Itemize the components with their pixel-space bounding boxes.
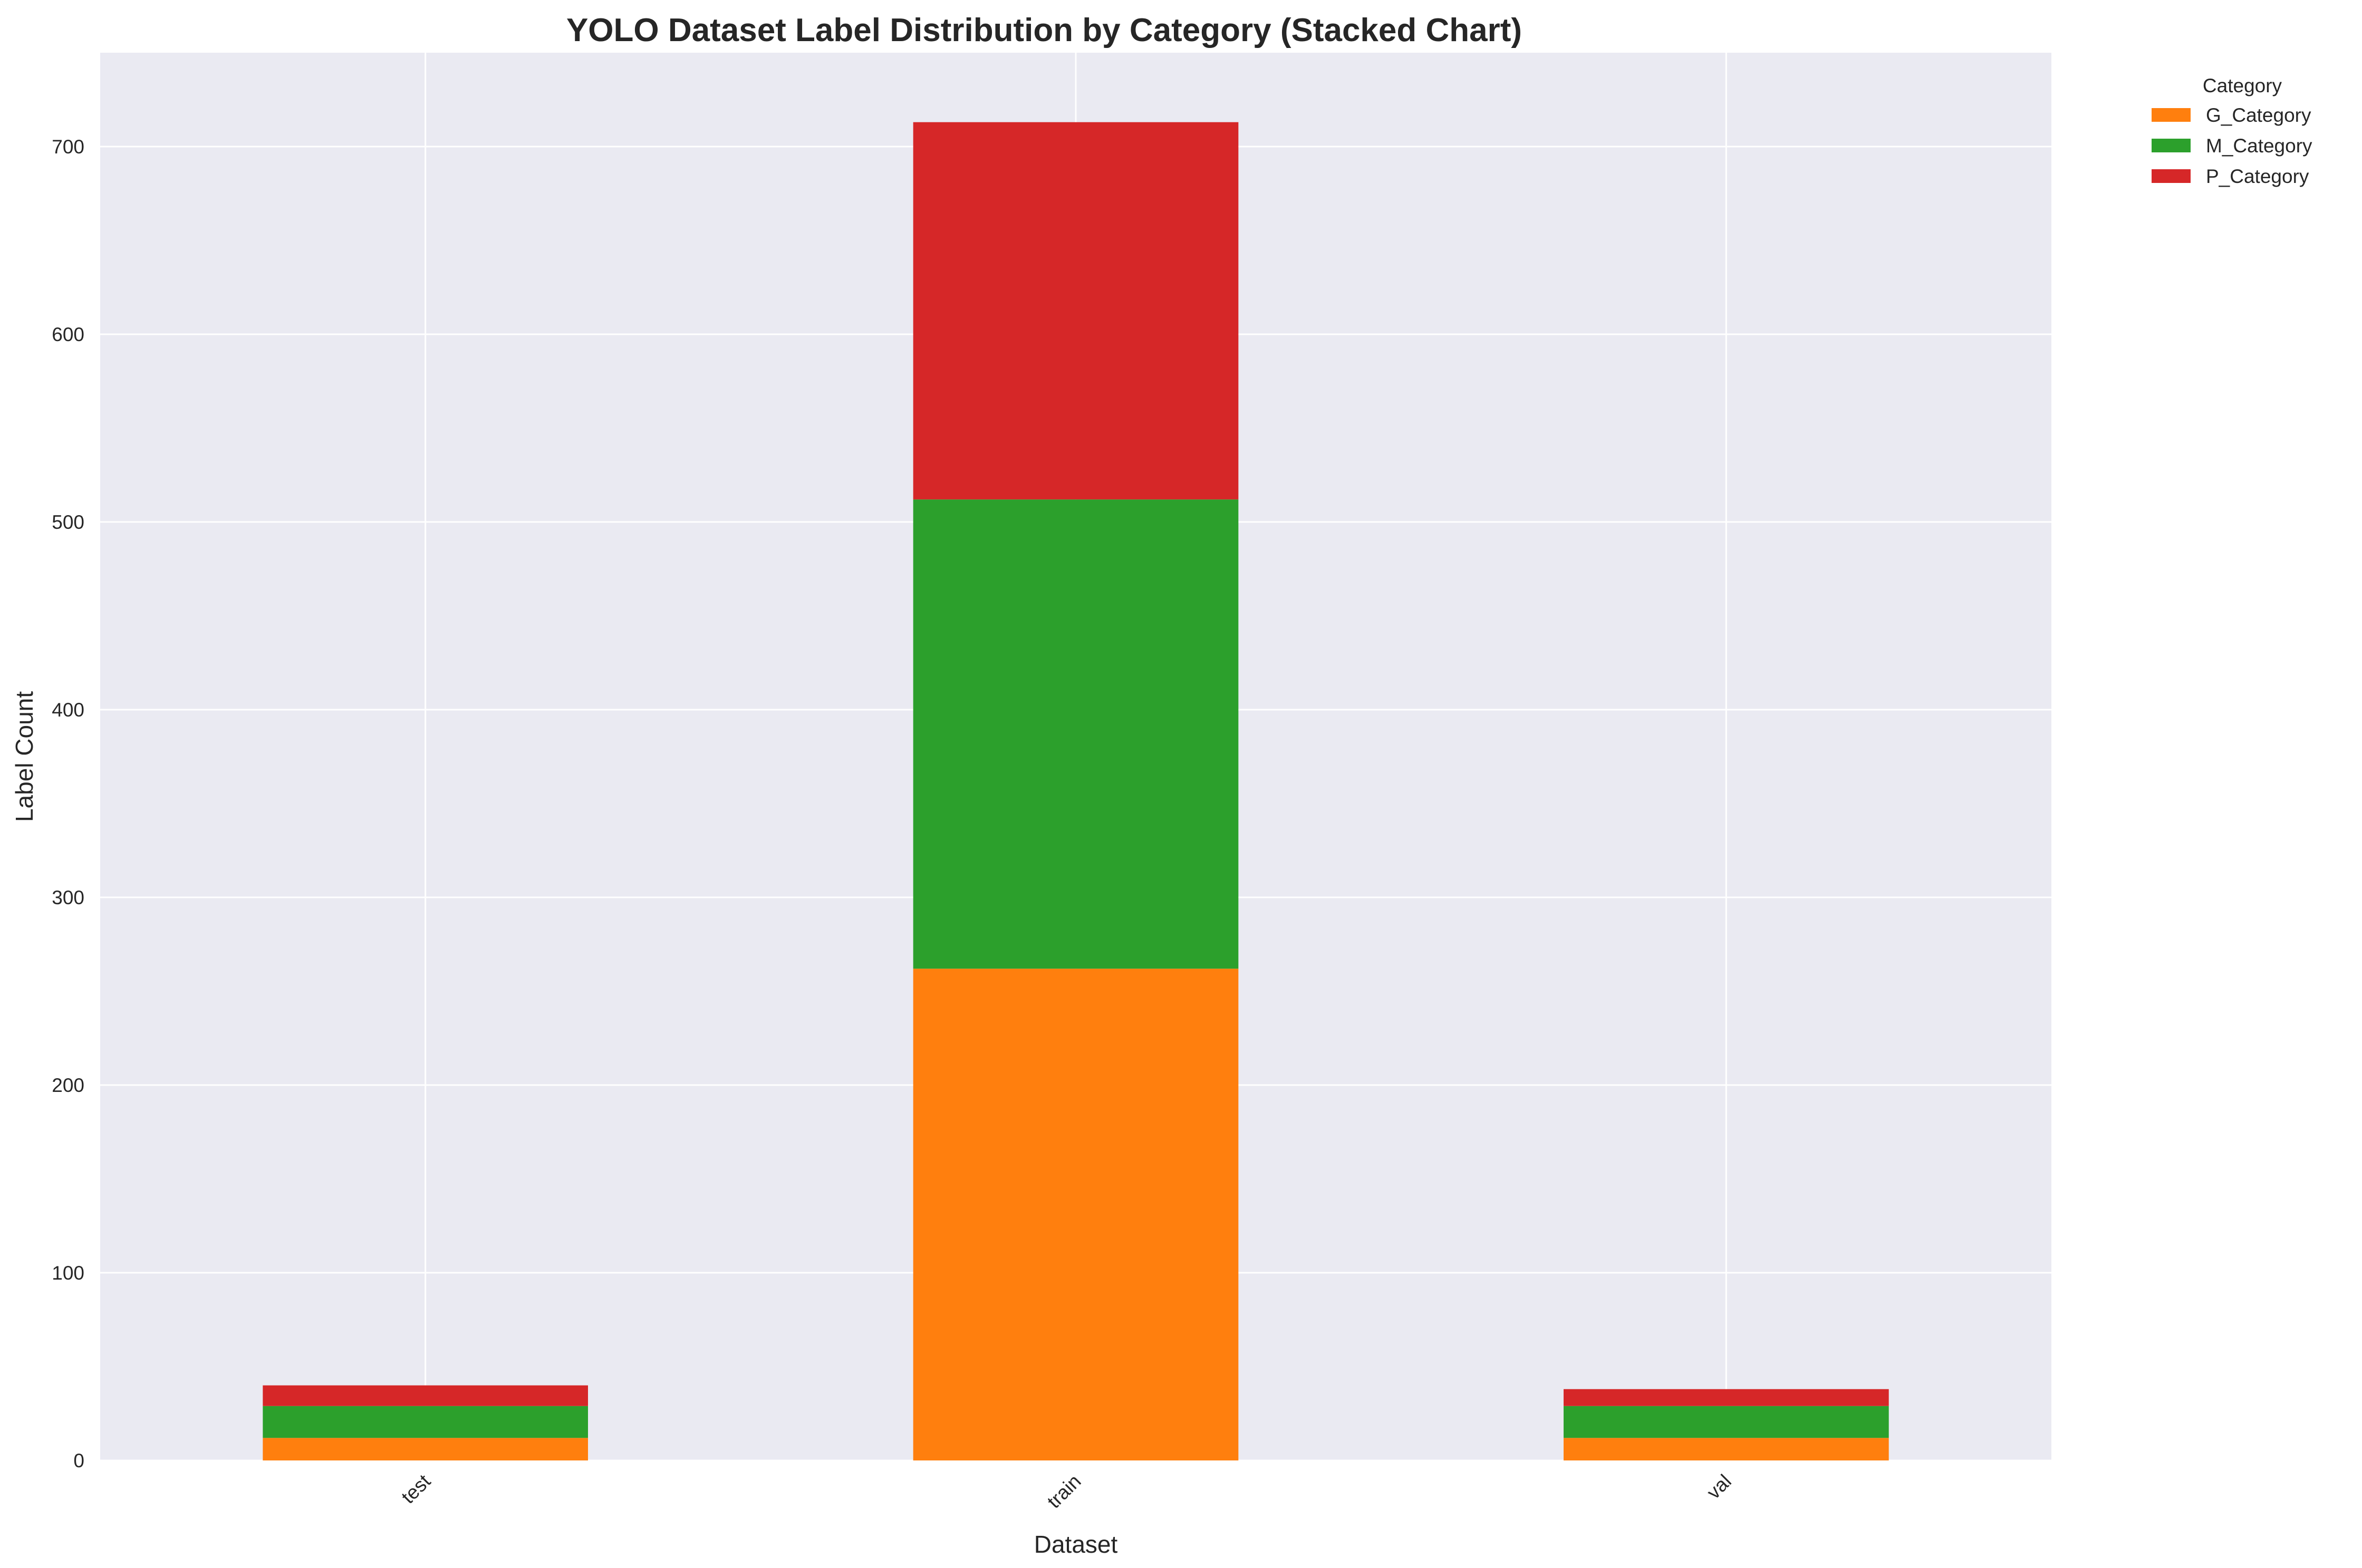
- y-tick-label-100: 100: [52, 1262, 84, 1284]
- x-tick-label-val: val: [1703, 1470, 1736, 1503]
- x-tick-label-test: test: [397, 1470, 435, 1508]
- legend: Category G_Category M_Category P_Category: [2152, 75, 2312, 187]
- bar-train-M_Category: [913, 499, 1239, 969]
- y-tick-label-700: 700: [52, 136, 84, 158]
- bar-train-G_Category: [913, 969, 1239, 1460]
- legend-label-M_Category: M_Category: [2206, 135, 2312, 157]
- y-tick-labels: 0 100 200 300 400 500 600 700: [52, 136, 84, 1472]
- legend-swatch-G_Category: [2152, 108, 2191, 122]
- y-tick-label-500: 500: [52, 511, 84, 533]
- bar-val-G_Category: [1564, 1438, 1889, 1460]
- legend-label-G_Category: G_Category: [2206, 104, 2311, 126]
- legend-swatch-M_Category: [2152, 139, 2191, 152]
- bar-test-M_Category: [263, 1406, 588, 1438]
- legend-title: Category: [2203, 75, 2282, 96]
- y-tick-label-600: 600: [52, 324, 84, 345]
- y-tick-label-400: 400: [52, 699, 84, 721]
- y-tick-label-0: 0: [73, 1450, 84, 1472]
- x-tick-label-train: train: [1043, 1470, 1085, 1513]
- bar-val-P_Category: [1564, 1389, 1889, 1406]
- y-tick-label-200: 200: [52, 1075, 84, 1096]
- chart-title: YOLO Dataset Label Distribution by Categ…: [566, 12, 1522, 49]
- bar-test-P_Category: [263, 1385, 588, 1406]
- legend-swatch-P_Category: [2152, 169, 2191, 183]
- bar-train-P_Category: [913, 122, 1239, 500]
- x-axis-label: Dataset: [1034, 1531, 1118, 1558]
- legend-items: G_Category M_Category P_Category: [2152, 104, 2312, 187]
- bar-test-G_Category: [263, 1438, 588, 1460]
- y-tick-label-300: 300: [52, 887, 84, 908]
- bars: [263, 122, 1889, 1460]
- bar-val-M_Category: [1564, 1406, 1889, 1438]
- y-axis-label: Label Count: [11, 691, 38, 822]
- legend-label-P_Category: P_Category: [2206, 166, 2309, 187]
- x-tick-labels: test train val: [397, 1470, 1736, 1512]
